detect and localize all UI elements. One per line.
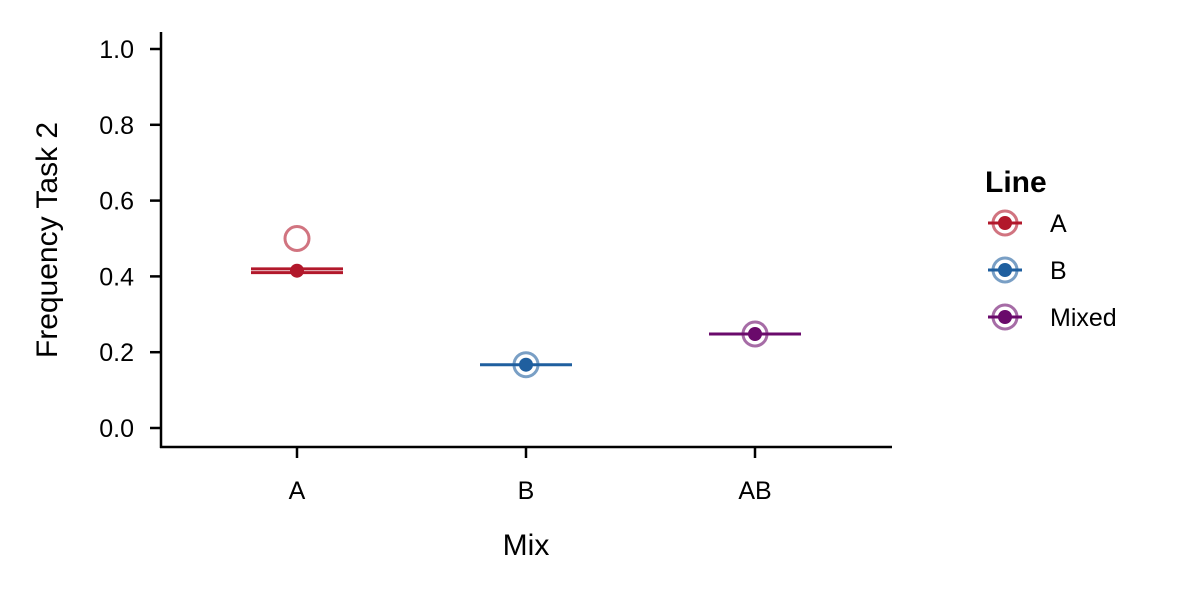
plot-marks	[251, 225, 801, 379]
observed-point	[512, 351, 540, 379]
legend-label: B	[1050, 257, 1067, 285]
y-tick-label: 0.8	[99, 112, 134, 140]
y-tick-label: 0.0	[99, 415, 134, 443]
x-tick-label: AB	[738, 477, 771, 505]
legend-label: Mixed	[1050, 304, 1117, 332]
legend-label: A	[1050, 210, 1067, 238]
legend-key-dot	[998, 263, 1012, 277]
x-tick-label: B	[518, 477, 535, 505]
legend-key-ring	[991, 256, 1019, 284]
mean-point	[290, 263, 304, 278]
x-tick-label: A	[289, 477, 306, 505]
mean-point	[519, 357, 533, 372]
legend-key-ring	[991, 303, 1019, 331]
legend-title: Line	[985, 166, 1047, 199]
y-tick-label: 0.6	[99, 188, 134, 216]
y-axis-title: Frequency Task 2	[31, 122, 64, 358]
legend-key-dot	[998, 216, 1012, 230]
y-tick-label: 0.4	[99, 263, 134, 291]
y-tick-label: 0.2	[99, 339, 134, 367]
legend-key-dot	[998, 310, 1012, 324]
observed-point	[741, 320, 769, 348]
y-tick-label: 1.0	[99, 36, 134, 64]
mean-point	[748, 327, 762, 342]
legend-key-ring	[991, 209, 1019, 237]
axes: 0.00.20.40.60.81.0A B AB	[99, 32, 892, 505]
x-axis-title: Mix	[503, 529, 550, 562]
observed-point	[283, 225, 311, 252]
